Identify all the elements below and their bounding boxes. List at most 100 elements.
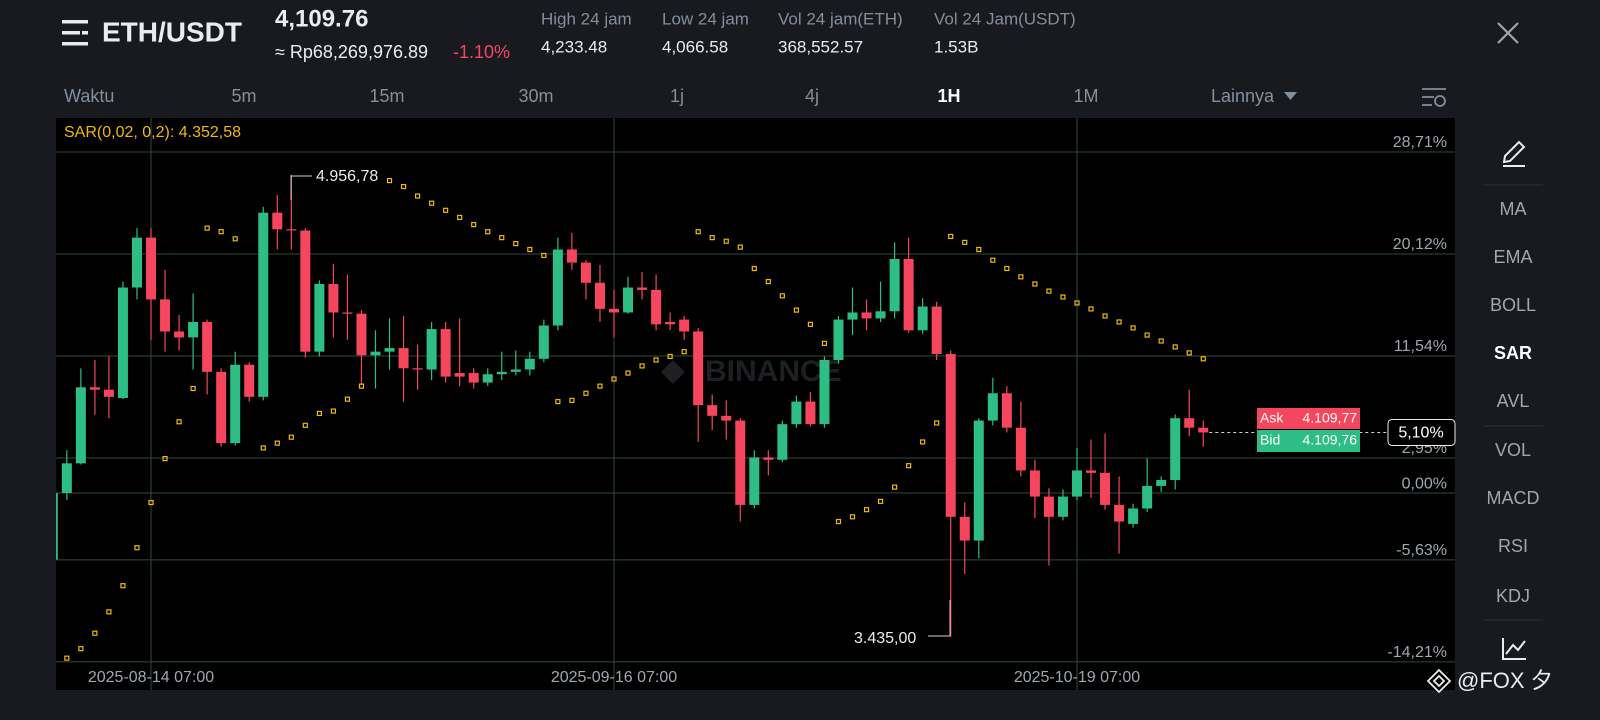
last-value-label: 5,10% <box>1398 425 1443 442</box>
sar-dot <box>962 239 968 245</box>
close-button[interactable] <box>1497 22 1519 44</box>
candle-body <box>735 420 746 505</box>
sar-dot <box>1116 319 1122 325</box>
candle-body <box>398 348 409 369</box>
y-tick-label: 28,71% <box>1393 134 1447 151</box>
sar-dot <box>288 434 294 440</box>
series <box>56 174 1388 661</box>
candle-body <box>426 329 437 370</box>
candle-body <box>1043 496 1054 517</box>
y-tick-label: -5,63% <box>1396 542 1447 559</box>
sar-dot <box>667 353 673 360</box>
interval[interactable]: 30m <box>518 86 553 106</box>
candle-body <box>693 331 704 406</box>
candle-body <box>286 229 297 231</box>
candle-body <box>566 249 577 263</box>
candle-body <box>679 319 690 332</box>
x-tick-label: 2025-08-14 07:00 <box>88 669 214 686</box>
indicator-button[interactable]: SAR <box>1494 343 1532 363</box>
sar-dot <box>681 349 687 355</box>
candle-body <box>777 424 788 460</box>
y-tick-label: -14,21% <box>1387 644 1447 661</box>
candle-body <box>230 364 241 444</box>
settings-icon[interactable] <box>1422 88 1446 107</box>
candle-body <box>496 371 507 375</box>
sar-dot <box>386 178 393 184</box>
y-tick-label: 0,00% <box>1402 475 1447 492</box>
sar-dot <box>274 440 280 446</box>
candle-body <box>594 282 605 309</box>
sar-dot <box>190 385 196 392</box>
stat-value: 368,552.57 <box>778 37 863 56</box>
sar-dot <box>232 236 238 242</box>
candle-body <box>609 308 619 313</box>
chart-style-icon[interactable] <box>1502 638 1526 660</box>
candle-body <box>580 262 591 283</box>
interval[interactable]: 4j <box>805 86 819 106</box>
sar-dot <box>611 376 617 382</box>
interval[interactable]: 1M <box>1073 86 1098 106</box>
candle-body <box>861 312 872 319</box>
sar-dot <box>513 240 519 247</box>
plot-area <box>56 118 1455 690</box>
candle-body <box>805 401 816 425</box>
interval[interactable]: 15m <box>369 86 404 106</box>
sar-dot <box>499 235 505 241</box>
indicator-button[interactable]: MA <box>1500 199 1527 219</box>
draw-icon[interactable] <box>1502 140 1526 167</box>
sar-dot <box>849 514 856 520</box>
sar-dot <box>64 655 70 661</box>
x-tick-label: 2025-10-19 07:00 <box>1014 669 1140 686</box>
candle-body <box>903 259 914 331</box>
sar-dot <box>443 207 449 213</box>
dropdown-arrow <box>1284 92 1297 100</box>
stat-label: Low 24 jam <box>662 9 749 28</box>
sar-dot <box>1102 313 1108 319</box>
pair[interactable]: ETH/USDT <box>102 16 242 47</box>
sar-dot <box>1088 306 1094 312</box>
sar-dot <box>709 235 715 241</box>
sar-dot <box>835 518 842 525</box>
sar-dot <box>948 233 954 240</box>
watermark: BINANCE <box>661 355 842 388</box>
sar-dot <box>863 507 870 513</box>
indicator-button[interactable]: VOL <box>1495 440 1531 460</box>
interval[interactable]: 1j <box>670 86 684 106</box>
sar-dot <box>583 390 589 396</box>
interval[interactable]: 5m <box>231 86 256 106</box>
indicator-button[interactable]: BOLL <box>1490 295 1536 315</box>
candle-body <box>819 359 830 425</box>
candle-body <box>468 373 479 383</box>
sar-dot <box>471 221 477 228</box>
candle-body <box>973 420 984 541</box>
sar-dot <box>120 583 126 589</box>
menu-icon[interactable] <box>62 20 88 46</box>
indicator-button[interactable]: RSI <box>1498 536 1528 556</box>
indicator-button[interactable]: EMA <box>1493 247 1532 267</box>
interval[interactable]: Waktu <box>64 86 114 106</box>
sar-dot <box>737 244 743 250</box>
interval[interactable]: Lainnya <box>1211 86 1275 106</box>
interval[interactable]: 1H <box>937 86 960 106</box>
sar-dot <box>1060 294 1066 300</box>
sar-dot <box>541 252 547 259</box>
indicator-button[interactable]: MACD <box>1487 488 1540 508</box>
footer-logo <box>1426 668 1452 694</box>
sar-dot <box>1172 344 1178 350</box>
candle-body <box>1086 470 1097 473</box>
candle-body <box>1170 418 1181 480</box>
sar-dot <box>751 265 757 272</box>
y-tick-label: 20,12% <box>1393 236 1447 253</box>
candle-body <box>131 237 142 288</box>
candle-body <box>945 354 956 517</box>
indicator-button[interactable]: KDJ <box>1496 586 1530 606</box>
sar-dot <box>457 214 463 221</box>
candle-body <box>342 312 353 314</box>
indicator-button[interactable]: AVL <box>1497 391 1530 411</box>
candle-body <box>1184 418 1195 428</box>
sar-dot <box>92 630 98 636</box>
sar-dot <box>429 200 435 206</box>
y-tick-label: 11,54% <box>1394 338 1447 355</box>
sar-dot <box>414 193 421 199</box>
